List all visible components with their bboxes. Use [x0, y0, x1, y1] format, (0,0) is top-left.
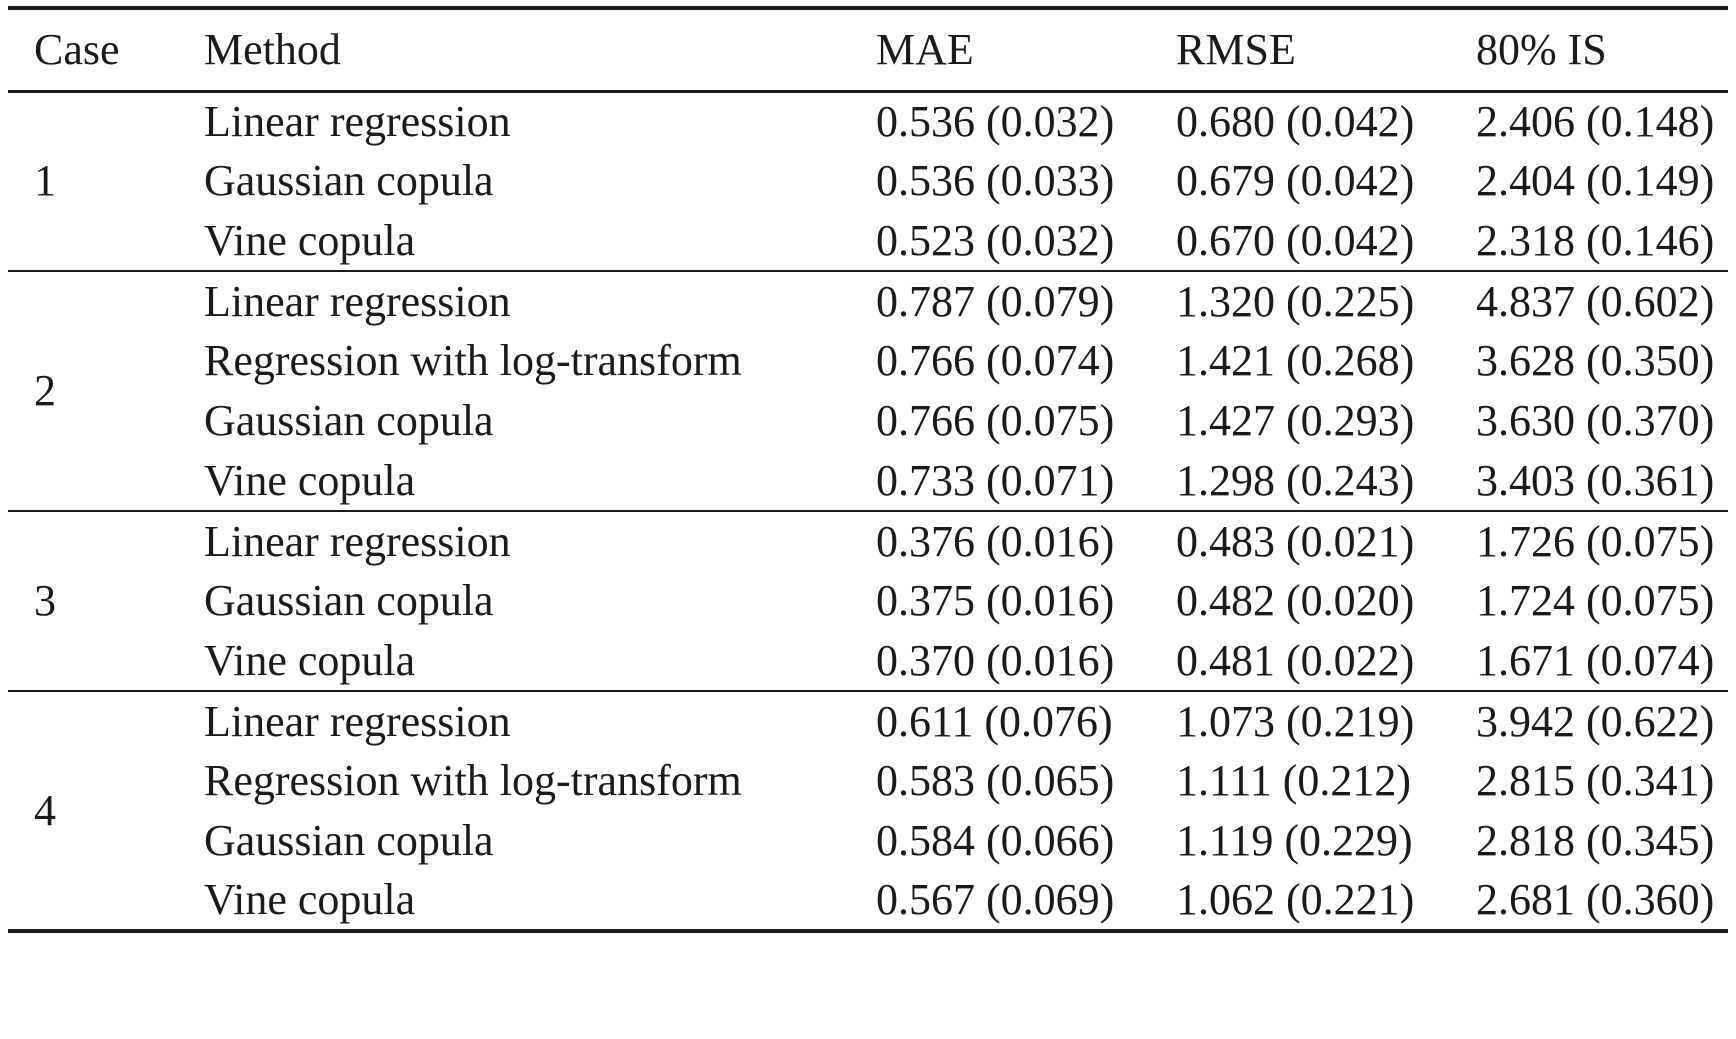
rmse-cell: 0.483 (0.021)	[1176, 516, 1415, 566]
header-is80: 80% IS	[1476, 6, 1728, 93]
rmse-cell: 1.119 (0.229)	[1176, 816, 1413, 865]
method-cell: Regression with log-transform	[204, 336, 742, 385]
mae-cell: 0.766 (0.074)	[876, 336, 1115, 385]
mae-cell: 0.375 (0.016)	[876, 576, 1115, 625]
rmse-cell: 1.421 (0.268)	[1176, 336, 1415, 385]
case-cell: 2	[8, 271, 204, 512]
is80-cell: 4.837 (0.602)	[1476, 276, 1715, 326]
table-row: 4 Linear regression 0.611 (0.076) 1.073 (0.…	[8, 691, 1728, 933]
rmse-cell: 0.680 (0.042)	[1176, 96, 1415, 146]
method-cell: Gaussian copula	[204, 816, 494, 865]
is80-cell: 1.726 (0.075)	[1476, 516, 1715, 566]
rmse-cell: 1.111 (0.212)	[1176, 756, 1412, 805]
mae-cell: 0.583 (0.065)	[876, 756, 1115, 805]
table-row: Gaussian copula 0.375 (0.016) 0.482 (0.020…	[8, 571, 1728, 631]
results-table: Case Method MAE RMSE 80% IS 1 Linear regr…	[8, 6, 1728, 933]
rmse-cell: 1.073 (0.219)	[1176, 696, 1415, 746]
mae-cell: 0.536 (0.032)	[876, 96, 1115, 146]
header-mae: MAE	[876, 6, 1176, 93]
table-row: Regression with log-transform 0.583 (0.06…	[8, 751, 1728, 811]
header-case: Case	[8, 6, 204, 93]
table-row: Gaussian copula 0.584 (0.066) 1.119 (0.229…	[8, 811, 1728, 871]
rmse-cell: 0.481 (0.022)	[1176, 631, 1476, 692]
method-cell: Linear regression	[204, 96, 511, 146]
method-cell: Linear regression	[204, 696, 511, 746]
mae-cell: 0.787 (0.079)	[876, 276, 1115, 326]
table-row: Gaussian copula 0.536 (0.033) 0.679 (0.042…	[8, 151, 1728, 211]
is80-cell: 3.628 (0.350)	[1476, 336, 1715, 385]
is80-cell: 2.815 (0.341)	[1476, 756, 1715, 805]
header-rmse: RMSE	[1176, 6, 1476, 93]
table-row: Vine copula 0.370 (0.016) 0.481 (0.022) 1.6…	[8, 631, 1728, 692]
is80-cell: 3.942 (0.622)	[1476, 696, 1715, 746]
mae-cell: 0.733 (0.071)	[876, 451, 1176, 512]
header-method: Method	[204, 6, 876, 93]
is80-cell: 1.671 (0.074)	[1476, 631, 1728, 692]
rmse-cell: 1.298 (0.243)	[1176, 451, 1476, 512]
is80-cell: 2.681 (0.360)	[1476, 871, 1728, 933]
method-cell: Vine copula	[204, 451, 876, 512]
mae-cell: 0.370 (0.016)	[876, 631, 1176, 692]
is80-cell: 2.818 (0.345)	[1476, 816, 1715, 865]
rmse-cell: 0.670 (0.042)	[1176, 211, 1476, 272]
mae-cell: 0.567 (0.069)	[876, 871, 1176, 933]
is80-cell: 2.318 (0.146)	[1476, 211, 1728, 272]
is80-cell: 2.406 (0.148)	[1476, 96, 1715, 146]
rmse-cell: 1.062 (0.221)	[1176, 871, 1476, 933]
table-body: 1 Linear regression 0.536 (0.032) 0.680 (0.…	[8, 91, 1728, 933]
rmse-cell: 0.482 (0.020)	[1176, 576, 1415, 625]
method-cell: Gaussian copula	[204, 576, 494, 625]
case-cell: 4	[8, 691, 204, 933]
rmse-cell: 0.679 (0.042)	[1176, 156, 1415, 205]
table-row: Vine copula 0.567 (0.069) 1.062 (0.221) 2.6…	[8, 871, 1728, 933]
header-row: Case Method MAE RMSE 80% IS	[8, 6, 1728, 93]
method-cell: Gaussian copula	[204, 156, 494, 205]
table-row: 3 Linear regression 0.376 (0.016) 0.483 (0.…	[8, 511, 1728, 692]
case-cell: 1	[8, 91, 204, 272]
rmse-cell: 1.320 (0.225)	[1176, 276, 1415, 326]
table-row: Regression with log-transform 0.766 (0.07…	[8, 331, 1728, 391]
table-row: Vine copula 0.523 (0.032) 0.670 (0.042) 2.3…	[8, 211, 1728, 272]
method-cell: Vine copula	[204, 211, 876, 272]
method-cell: Gaussian copula	[204, 396, 494, 445]
method-cell: Linear regression	[204, 276, 511, 326]
case-cell: 3	[8, 511, 204, 692]
table-row: Vine copula 0.733 (0.071) 1.298 (0.243) 3.4…	[8, 451, 1728, 512]
method-cell: Regression with log-transform	[204, 756, 742, 805]
mae-cell: 0.376 (0.016)	[876, 516, 1115, 566]
method-cell: Vine copula	[204, 631, 876, 692]
table-row: 2 Linear regression 0.787 (0.079) 1.320 (0.…	[8, 271, 1728, 512]
mae-cell: 0.611 (0.076)	[876, 696, 1113, 746]
table-row: Gaussian copula 0.766 (0.075) 1.427 (0.293…	[8, 391, 1728, 451]
method-cell: Vine copula	[204, 871, 876, 933]
mae-cell: 0.584 (0.066)	[876, 816, 1115, 865]
rmse-cell: 1.427 (0.293)	[1176, 396, 1415, 445]
method-cell: Linear regression	[204, 516, 511, 566]
mae-cell: 0.536 (0.033)	[876, 156, 1115, 205]
is80-cell: 2.404 (0.149)	[1476, 156, 1715, 205]
table-row: 1 Linear regression 0.536 (0.032) 0.680 (0.…	[8, 91, 1728, 272]
is80-cell: 3.403 (0.361)	[1476, 451, 1728, 512]
mae-cell: 0.766 (0.075)	[876, 396, 1115, 445]
is80-cell: 1.724 (0.075)	[1476, 576, 1715, 625]
mae-cell: 0.523 (0.032)	[876, 211, 1176, 272]
is80-cell: 3.630 (0.370)	[1476, 396, 1715, 445]
